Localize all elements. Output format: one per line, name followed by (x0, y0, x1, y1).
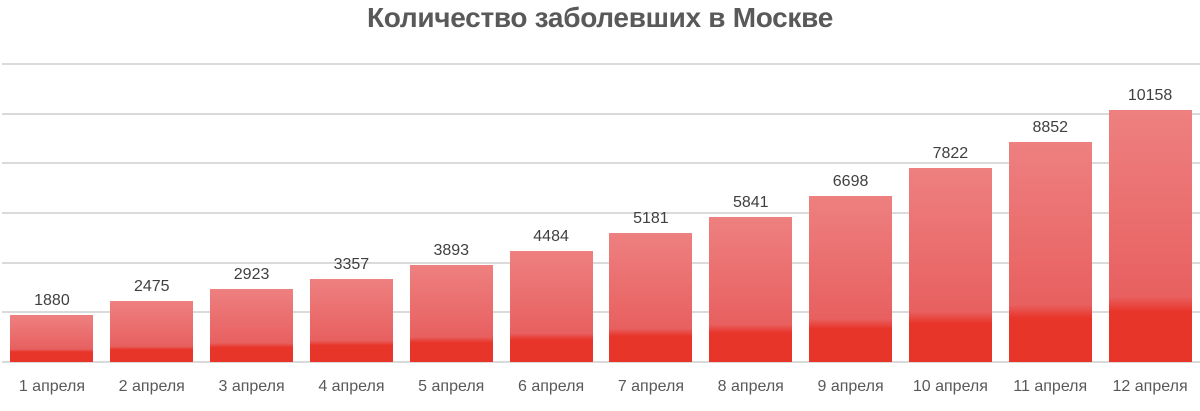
gridline (2, 261, 1200, 264)
gridline (2, 162, 1200, 165)
x-axis-tick-label: 6 апреля (517, 378, 585, 395)
bar (509, 250, 593, 362)
bar (10, 315, 94, 362)
data-label: 6698 (832, 172, 869, 190)
bar (609, 233, 693, 362)
x-axis-tick-label: 5 апреля (418, 378, 485, 395)
bar (110, 300, 194, 362)
bar (1008, 142, 1092, 362)
data-label: 1880 (34, 292, 70, 310)
x-axis-tick-label: 10 апреля (912, 378, 988, 395)
chart-title: Количество заболевших в Москве (367, 2, 833, 33)
x-axis-tick-label: 4 апреля (318, 378, 385, 395)
data-label: 10158 (1127, 86, 1173, 104)
data-label: 3893 (433, 242, 470, 260)
bar (309, 278, 393, 362)
gridline (2, 112, 1200, 115)
x-axis-tick-label: 8 апреля (717, 378, 784, 395)
x-axis-tick-label: 1 апреля (18, 378, 85, 395)
x-axis-baseline (2, 361, 1200, 363)
x-axis-tick-label: 7 апреля (617, 378, 684, 395)
x-axis-tick-label: 3 апреля (218, 378, 285, 395)
data-label: 5841 (732, 193, 769, 211)
data-label: 2475 (133, 277, 170, 295)
x-axis-tick-label: 2 апреля (118, 378, 185, 395)
x-axis-tick-label: 12 апреля (1112, 378, 1188, 395)
gridline (2, 311, 1200, 314)
x-axis-tick-label: 11 апреля (1013, 378, 1088, 395)
bar (709, 216, 793, 362)
data-label: 5181 (633, 210, 669, 228)
bar (908, 167, 992, 362)
gridline (2, 63, 1200, 65)
x-axis-tick-label: 9 апреля (817, 378, 884, 395)
data-label: 8852 (1032, 119, 1069, 137)
bar (1108, 109, 1192, 362)
data-label: 3357 (333, 255, 370, 273)
gridline (2, 212, 1200, 214)
data-label: 7822 (932, 144, 969, 162)
bar (210, 289, 294, 362)
data-label: 2923 (233, 266, 270, 284)
data-label: 4484 (533, 227, 569, 245)
bar (809, 195, 893, 362)
bar (409, 265, 493, 362)
